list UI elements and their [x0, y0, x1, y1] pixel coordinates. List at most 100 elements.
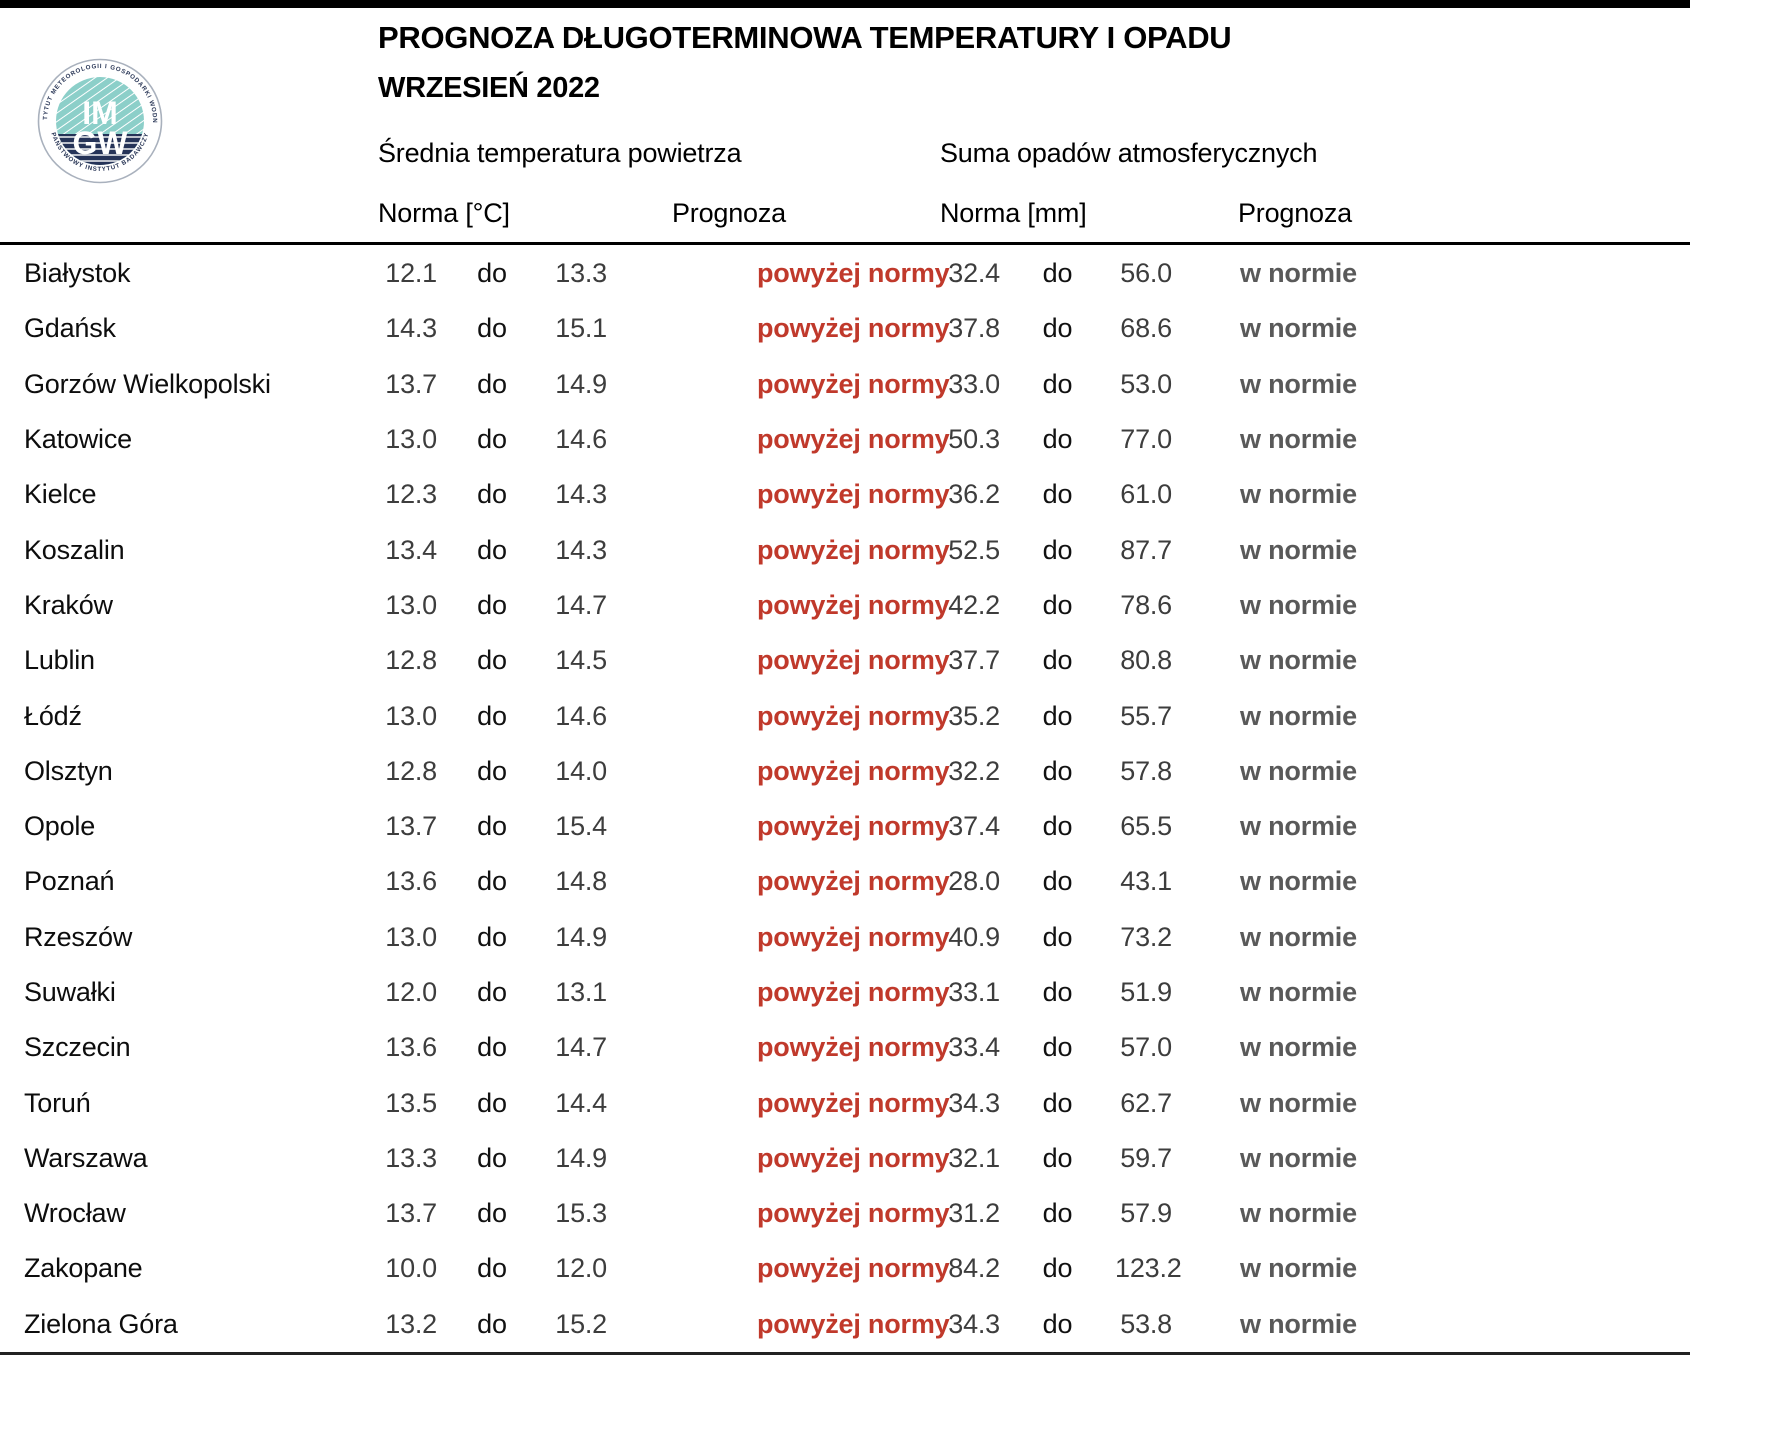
- table-body: Białystok 12.1 do 13.3 powyżej normy 32.…: [0, 246, 1768, 1352]
- precip-norm-low: 37.8: [948, 313, 1000, 344]
- range-separator: do: [1042, 977, 1073, 1007]
- city-name: Gdańsk: [24, 313, 116, 344]
- table-row: Lublin 12.8 do 14.5 powyżej normy 37.7 d…: [0, 633, 1768, 688]
- precip-forecast-value: w normie: [1240, 1142, 1357, 1173]
- range-separator: do: [1042, 1087, 1073, 1118]
- precip-forecast-value: w normie: [1240, 921, 1357, 952]
- precip-norm-high: 62.7: [1120, 1087, 1172, 1118]
- temp-norm-high: 14.9: [555, 1142, 607, 1173]
- precip-norm-high: 73.2: [1120, 921, 1172, 952]
- temp-forecast-value: powyżej normy: [757, 645, 950, 676]
- temp-norm-high: 14.7: [555, 1032, 607, 1063]
- temp-forecast-value: powyżej normy: [757, 1253, 950, 1284]
- precip-forecast-value: w normie: [1240, 589, 1357, 620]
- range-separator: do: [477, 479, 507, 510]
- precip-forecast-value: w normie: [1240, 313, 1357, 344]
- city-name: Łódź: [24, 700, 82, 731]
- range-separator: do: [477, 424, 507, 455]
- temp-forecast-value: powyżej normy: [757, 589, 950, 620]
- range-separator: do: [1042, 424, 1073, 455]
- section-header-temperature: Średnia temperatura powietrza: [378, 138, 742, 168]
- temp-norm-high: 14.0: [555, 755, 607, 786]
- table-row: Toruń 13.5 do 14.4 powyżej normy 34.3 do…: [0, 1075, 1768, 1130]
- range-separator: do: [477, 534, 507, 565]
- precip-forecast-value: w normie: [1240, 1198, 1357, 1229]
- temp-norm-low: 12.8: [385, 755, 437, 786]
- city-name: Wrocław: [24, 1198, 126, 1229]
- range-separator: do: [1042, 589, 1073, 620]
- temp-norm-low: 12.0: [385, 977, 437, 1007]
- range-separator: do: [1042, 1198, 1073, 1229]
- precip-norm-low: 35.2: [948, 700, 1000, 731]
- city-name: Opole: [24, 811, 96, 842]
- temp-norm-high: 14.8: [555, 866, 607, 897]
- city-name: Gorzów Wielkopolski: [24, 368, 271, 399]
- temp-forecast-value: powyżej normy: [757, 977, 950, 1007]
- precip-norm-low: 32.4: [948, 258, 1000, 289]
- precip-norm-low: 42.2: [948, 589, 1000, 620]
- precip-forecast-value: w normie: [1240, 1087, 1357, 1118]
- precip-forecast-value: w normie: [1240, 977, 1357, 1007]
- imgw-logo: IM GW INSTYTUT METEOROLOGII I GOSPODARKI…: [37, 58, 163, 184]
- city-name: Kraków: [24, 589, 113, 620]
- range-separator: do: [1042, 755, 1073, 786]
- table-row: Suwałki 12.0 do 13.1 powyżej normy 33.1 …: [0, 965, 1768, 1020]
- temp-norm-high: 15.2: [555, 1308, 607, 1339]
- range-separator: do: [477, 811, 507, 842]
- temp-norm-high: 14.7: [555, 589, 607, 620]
- precip-norm-low: 33.0: [948, 368, 1000, 399]
- column-header-temp-forecast: Prognoza: [672, 198, 786, 228]
- city-name: Zakopane: [24, 1253, 143, 1284]
- temp-forecast-value: powyżej normy: [757, 921, 950, 952]
- table-row: Rzeszów 13.0 do 14.9 powyżej normy 40.9 …: [0, 910, 1768, 965]
- precip-norm-low: 31.2: [948, 1198, 1000, 1229]
- city-name: Katowice: [24, 424, 132, 455]
- temp-norm-high: 14.5: [555, 645, 607, 676]
- precip-norm-low: 33.1: [948, 977, 1000, 1007]
- table-row: Zakopane 10.0 do 12.0 powyżej normy 84.2…: [0, 1241, 1768, 1296]
- temp-norm-high: 14.4: [555, 1087, 607, 1118]
- temp-norm-low: 12.1: [385, 258, 437, 289]
- temp-norm-low: 13.7: [385, 811, 437, 842]
- page-subtitle: WRZESIEŃ 2022: [378, 72, 600, 104]
- temp-norm-low: 13.2: [385, 1308, 437, 1339]
- precip-norm-high: 55.7: [1120, 700, 1172, 731]
- temp-forecast-value: powyżej normy: [757, 700, 950, 731]
- temp-norm-high: 14.3: [555, 479, 607, 510]
- range-separator: do: [1042, 1032, 1073, 1063]
- range-separator: do: [1042, 866, 1073, 897]
- precip-norm-low: 36.2: [948, 479, 1000, 510]
- precip-forecast-value: w normie: [1240, 1308, 1357, 1339]
- precip-norm-low: 33.4: [948, 1032, 1000, 1063]
- precip-forecast-value: w normie: [1240, 479, 1357, 510]
- temp-norm-low: 13.0: [385, 700, 437, 731]
- column-header-precip-forecast: Prognoza: [1238, 198, 1352, 228]
- city-name: Toruń: [24, 1087, 91, 1118]
- precip-norm-high: 77.0: [1120, 424, 1172, 455]
- temp-forecast-value: powyżej normy: [757, 1198, 950, 1229]
- range-separator: do: [1042, 1142, 1073, 1173]
- temp-norm-high: 15.1: [555, 313, 607, 344]
- city-name: Warszawa: [24, 1142, 148, 1173]
- temp-norm-low: 13.6: [385, 1032, 437, 1063]
- precip-forecast-value: w normie: [1240, 811, 1357, 842]
- city-name: Lublin: [24, 645, 95, 676]
- range-separator: do: [1042, 368, 1073, 399]
- precip-norm-high: 56.0: [1120, 258, 1172, 289]
- range-separator: do: [1042, 479, 1073, 510]
- precip-norm-low: 52.5: [948, 534, 1000, 565]
- column-header-temp-norm: Norma [°C]: [378, 198, 510, 228]
- city-name: Olsztyn: [24, 755, 113, 786]
- temp-norm-low: 14.3: [385, 313, 437, 344]
- header-divider-line: [0, 242, 1690, 245]
- temp-norm-low: 10.0: [385, 1253, 437, 1284]
- temp-norm-low: 13.5: [385, 1087, 437, 1118]
- range-separator: do: [477, 977, 507, 1007]
- precip-norm-high: 57.8: [1120, 755, 1172, 786]
- temp-norm-low: 13.0: [385, 921, 437, 952]
- precip-norm-high: 68.6: [1120, 313, 1172, 344]
- temp-norm-low: 12.3: [385, 479, 437, 510]
- precip-norm-high: 59.7: [1120, 1142, 1172, 1173]
- table-row: Zielona Góra 13.2 do 15.2 powyżej normy …: [0, 1297, 1768, 1352]
